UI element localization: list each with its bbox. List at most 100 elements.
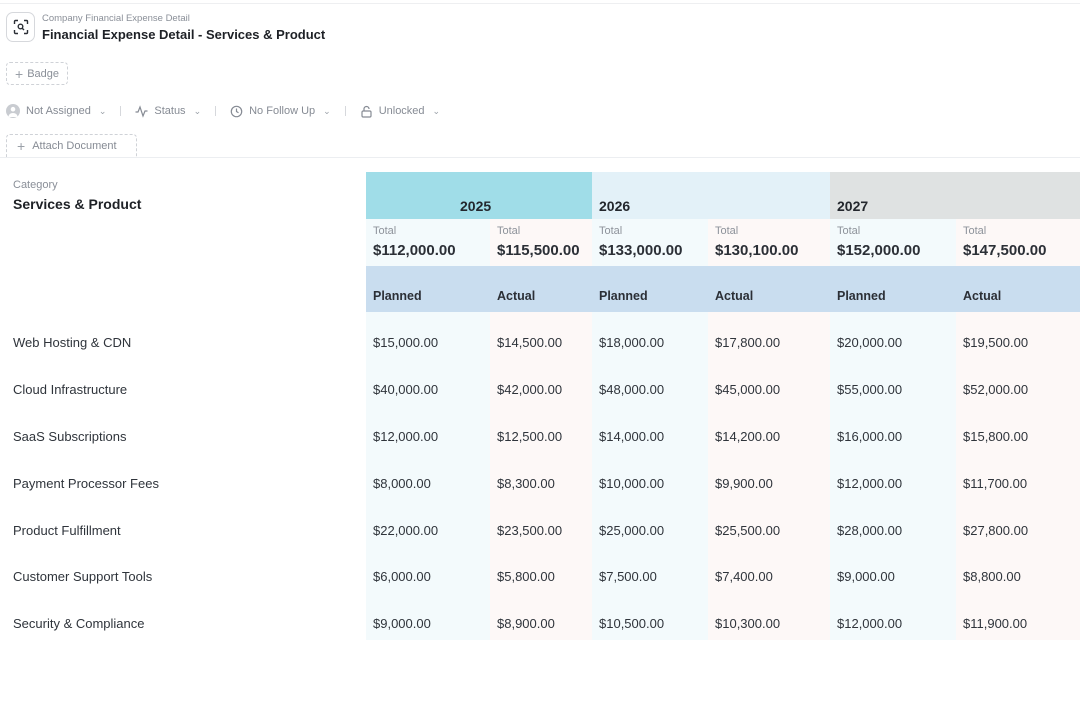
total-label: Total xyxy=(963,225,987,237)
year-header-2027: 2027 xyxy=(830,172,1080,219)
table-cell[interactable]: $45,000.00 xyxy=(715,382,781,397)
total-value: $130,100.00 xyxy=(715,242,799,259)
table-cell[interactable]: $48,000.00 xyxy=(599,382,665,397)
table-cell[interactable]: $52,000.00 xyxy=(963,382,1029,397)
table-cell[interactable]: $42,000.00 xyxy=(497,382,563,397)
table-cell[interactable]: $27,800.00 xyxy=(963,523,1029,538)
row-label: Cloud Infrastructure xyxy=(13,382,128,397)
table-cell[interactable]: $7,500.00 xyxy=(599,569,657,584)
top-divider xyxy=(0,3,1080,4)
table-cell[interactable]: $10,500.00 xyxy=(599,616,665,631)
year-header-2025: 2025 xyxy=(366,172,592,219)
year-header-2026: 2026 xyxy=(592,172,830,219)
total-label: Total xyxy=(715,225,739,237)
table-cell[interactable]: $15,000.00 xyxy=(373,335,439,350)
table-cell[interactable]: $17,800.00 xyxy=(715,335,781,350)
separator xyxy=(215,106,217,116)
scan-icon[interactable] xyxy=(6,12,35,42)
total-cell: Total $130,100.00 xyxy=(708,219,830,266)
table-cell[interactable]: $6,000.00 xyxy=(373,569,431,584)
add-badge-button[interactable]: + Badge xyxy=(6,62,68,85)
category-value: Services & Product xyxy=(13,196,142,212)
table-cell[interactable]: $25,000.00 xyxy=(599,523,665,538)
table-cell[interactable]: $23,500.00 xyxy=(497,523,563,538)
total-cell: Total $147,500.00 xyxy=(956,219,1080,266)
table-cell[interactable]: $7,400.00 xyxy=(715,569,773,584)
chevron-down-icon: ⌄ xyxy=(323,105,331,116)
table-cell[interactable]: $12,000.00 xyxy=(373,429,439,444)
table-cell[interactable]: $14,200.00 xyxy=(715,429,781,444)
table-cell[interactable]: $9,000.00 xyxy=(373,616,431,631)
table-cell[interactable]: $16,000.00 xyxy=(837,429,903,444)
table-cell[interactable]: $14,500.00 xyxy=(497,335,563,350)
column-header-actual[interactable]: Actual xyxy=(715,289,754,303)
table-cell[interactable]: $8,000.00 xyxy=(373,476,431,491)
page-title: Financial Expense Detail - Services & Pr… xyxy=(42,26,326,42)
chevron-down-icon: ⌄ xyxy=(98,105,107,116)
clock-icon xyxy=(230,105,243,117)
status-dropdown[interactable]: Status ⌄ xyxy=(135,104,202,118)
assignee-dropdown[interactable]: Not Assigned ⌄ xyxy=(6,104,106,118)
property-bar: Not Assigned ⌄ Status ⌄ No Follow Up ⌄ U… xyxy=(6,102,440,120)
total-label: Total xyxy=(373,225,397,237)
total-label: Total xyxy=(837,225,861,237)
table-cell[interactable]: $40,000.00 xyxy=(373,382,439,397)
chevron-down-icon: ⌄ xyxy=(193,105,202,116)
total-cell: Total $133,000.00 xyxy=(592,219,708,266)
table-cell[interactable]: $10,000.00 xyxy=(599,476,665,491)
row-label: SaaS Subscriptions xyxy=(13,429,127,444)
table-cell[interactable]: $10,300.00 xyxy=(715,616,781,631)
column-header-planned[interactable]: Planned xyxy=(373,289,422,303)
table-cell[interactable]: $11,700.00 xyxy=(963,476,1028,491)
status-label: Status xyxy=(154,105,186,117)
column-header-planned[interactable]: Planned xyxy=(599,289,648,303)
separator xyxy=(120,106,122,116)
row-label: Product Fulfillment xyxy=(13,523,121,538)
lock-dropdown[interactable]: Unlocked ⌄ xyxy=(360,105,440,118)
total-cell: Total $112,000.00 xyxy=(366,219,490,266)
table-cell[interactable]: $12,500.00 xyxy=(497,429,563,444)
section-divider xyxy=(0,157,1080,158)
table-cell[interactable]: $8,300.00 xyxy=(497,476,555,491)
column-subheader-row xyxy=(366,266,1080,312)
table-cell[interactable]: $28,000.00 xyxy=(837,523,903,538)
table-cell[interactable]: $20,000.00 xyxy=(837,335,903,350)
row-label: Customer Support Tools xyxy=(13,569,153,584)
follow-up-dropdown[interactable]: No Follow Up ⌄ xyxy=(230,105,331,118)
attach-button-label: Attach Document xyxy=(32,140,117,152)
badge-button-label: Badge xyxy=(27,67,59,80)
total-value: $115,500.00 xyxy=(497,242,580,259)
column-header-planned[interactable]: Planned xyxy=(837,289,886,303)
unlock-icon xyxy=(361,105,372,118)
table-cell[interactable]: $19,500.00 xyxy=(963,335,1029,350)
column-header-actual[interactable]: Actual xyxy=(963,289,1002,303)
attach-document-button[interactable]: + Attach Document xyxy=(6,134,137,157)
separator xyxy=(344,106,346,116)
total-value: $133,000.00 xyxy=(599,242,683,259)
column-header-actual[interactable]: Actual xyxy=(497,289,536,303)
avatar-icon xyxy=(6,104,20,118)
table-cell[interactable]: $55,000.00 xyxy=(837,382,903,397)
category-label: Category xyxy=(13,179,58,191)
table-cell[interactable]: $9,900.00 xyxy=(715,476,773,491)
table-cell[interactable]: $5,800.00 xyxy=(497,569,555,584)
table-cell[interactable]: $14,000.00 xyxy=(599,429,665,444)
page-subtitle: Company Financial Expense Detail xyxy=(42,12,190,24)
activity-icon xyxy=(135,104,148,118)
table-cell[interactable]: $8,900.00 xyxy=(497,616,555,631)
row-label: Security & Compliance xyxy=(13,616,145,631)
table-cell[interactable]: $18,000.00 xyxy=(599,335,665,350)
total-label: Total xyxy=(599,225,623,237)
total-cell: Total $115,500.00 xyxy=(490,219,592,266)
table-cell[interactable]: $8,800.00 xyxy=(963,569,1021,584)
table-cell[interactable]: $9,000.00 xyxy=(837,569,895,584)
total-label: Total xyxy=(497,225,521,237)
table-cell[interactable]: $12,000.00 xyxy=(837,616,903,631)
total-cell: Total $152,000.00 xyxy=(830,219,956,266)
table-cell[interactable]: $25,500.00 xyxy=(715,523,781,538)
table-cell[interactable]: $22,000.00 xyxy=(373,523,439,538)
table-cell[interactable]: $12,000.00 xyxy=(837,476,903,491)
chevron-down-icon: ⌄ xyxy=(432,105,441,116)
table-cell[interactable]: $11,900.00 xyxy=(963,616,1028,631)
table-cell[interactable]: $15,800.00 xyxy=(963,429,1029,444)
